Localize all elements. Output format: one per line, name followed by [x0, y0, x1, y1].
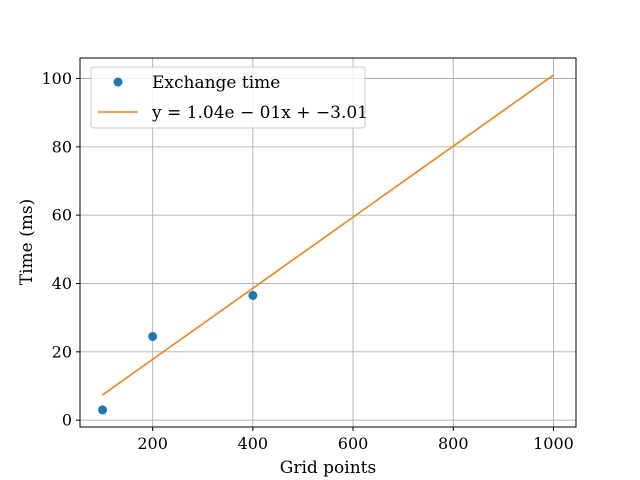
x-tick-label: 800	[438, 434, 469, 453]
x-tick-label: 600	[338, 434, 369, 453]
x-tick-label: 400	[238, 434, 269, 453]
legend: Exchange time y = 1.04e − 01x + −3.01	[90, 66, 368, 129]
x-tick-label: 200	[137, 434, 168, 453]
y-tick-label: 60	[52, 206, 72, 225]
fit-line	[102, 74, 554, 396]
legend-label: y = 1.04e − 01x + −3.01	[151, 103, 368, 123]
data-point	[148, 331, 158, 341]
x-tick-label: 1000	[533, 434, 574, 453]
data-point	[248, 290, 258, 300]
x-axis-label: Grid points	[280, 458, 377, 478]
axes-frame	[79, 57, 577, 428]
y-tick-label: 40	[52, 274, 72, 293]
legend-label: Exchange time	[152, 73, 280, 93]
y-tick-label: 0	[62, 411, 72, 430]
axis-ticks: 200 400 600 800 1000 0 20 40 60 80 100	[41, 69, 573, 453]
y-tick-label: 80	[52, 137, 72, 156]
y-tick-label: 20	[52, 342, 72, 361]
legend-marker-swatch	[113, 77, 123, 87]
plot-area	[98, 74, 554, 415]
y-axis-label: Time (ms)	[17, 199, 37, 285]
y-tick-label: 100	[41, 69, 72, 88]
data-point	[98, 405, 108, 415]
legend-box	[90, 66, 366, 129]
